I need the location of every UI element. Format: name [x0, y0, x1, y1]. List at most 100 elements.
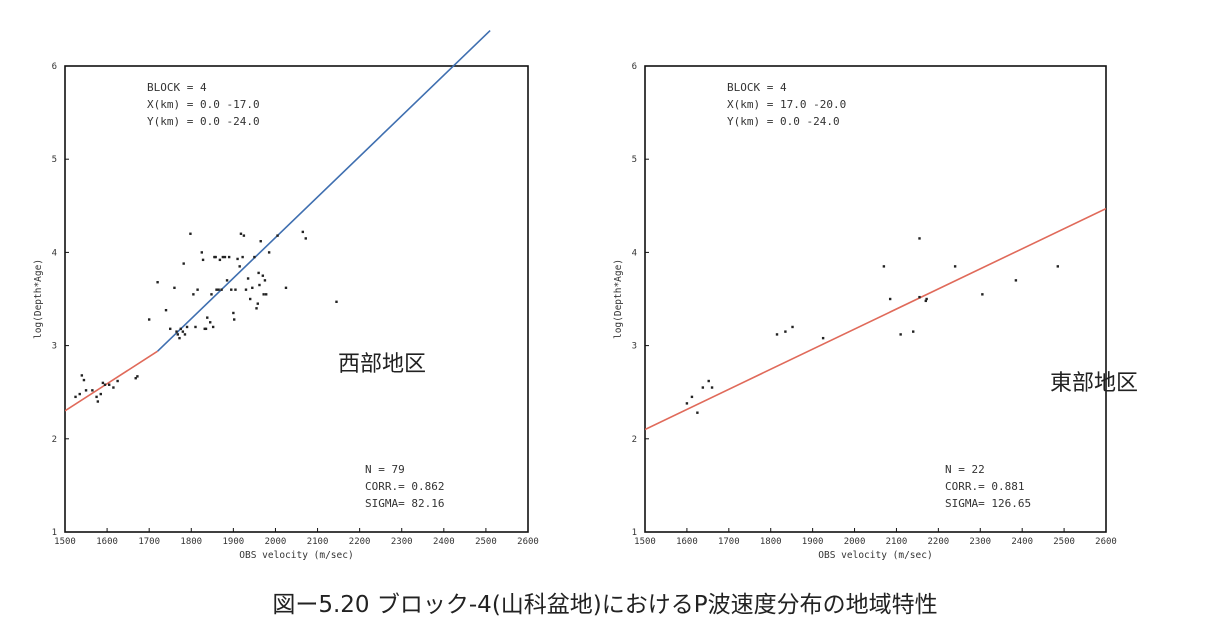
- data-point: [238, 265, 241, 268]
- x-tick-label: 2600: [1095, 537, 1117, 547]
- data-point: [103, 383, 107, 386]
- y-tick-label: 5: [52, 155, 57, 165]
- data-point: [791, 325, 794, 329]
- y-tick-label: 4: [632, 248, 637, 258]
- stats-line: CORR.= 0.862: [365, 480, 444, 493]
- info-line: BLOCK = 4: [147, 81, 207, 94]
- y-tick-label: 4: [52, 248, 57, 258]
- data-point: [96, 400, 100, 403]
- data-point: [179, 327, 182, 331]
- data-point: [178, 336, 181, 340]
- data-point: [912, 330, 915, 333]
- x-tick-label: 2100: [307, 537, 329, 547]
- x-tick-label: 2300: [969, 537, 991, 547]
- x-tick-label: 1600: [676, 537, 698, 547]
- x-tick-label: 2200: [928, 537, 950, 547]
- data-point: [918, 295, 921, 299]
- x-tick-label: 2500: [475, 537, 497, 547]
- data-point: [183, 333, 187, 336]
- x-axis-label: OBS velocity (m/sec): [818, 550, 932, 561]
- data-point: [82, 378, 86, 382]
- data-point: [218, 258, 222, 262]
- data-point: [918, 237, 921, 240]
- data-point: [134, 377, 137, 380]
- data-point: [91, 389, 94, 392]
- data-point: [236, 257, 239, 261]
- data-point: [182, 262, 185, 265]
- data-point: [258, 283, 261, 287]
- x-tick-label: 1700: [138, 537, 160, 547]
- data-point: [209, 321, 212, 324]
- data-point: [80, 374, 84, 377]
- data-point: [239, 232, 243, 235]
- data-point: [147, 318, 151, 321]
- chart-east: 1500 1600 1700 1800 1900 2000 2100 2200 2300 2400…: [613, 62, 1117, 561]
- data-point: [710, 386, 714, 389]
- y-tick-label: 1: [52, 528, 57, 538]
- data-point: [257, 271, 260, 275]
- data-point: [232, 311, 235, 315]
- data-point: [176, 333, 180, 336]
- x-tick-label: 2300: [391, 537, 413, 547]
- regression-line: [65, 350, 159, 412]
- data-point: [264, 293, 268, 296]
- data-point: [175, 330, 178, 333]
- data-point: [156, 281, 159, 284]
- data-point: [259, 240, 262, 243]
- data-point: [211, 325, 215, 329]
- data-point: [696, 411, 699, 414]
- data-point: [981, 293, 984, 296]
- data-point: [173, 286, 176, 290]
- data-point: [192, 293, 195, 296]
- data-point: [210, 293, 213, 296]
- region-label-west: 西部地区: [338, 352, 426, 377]
- x-tick-label: 2600: [517, 537, 539, 547]
- data-point: [225, 279, 229, 282]
- data-point: [196, 288, 199, 291]
- data-point: [220, 288, 223, 291]
- data-point: [107, 383, 111, 386]
- data-point: [335, 300, 338, 303]
- data-point: [256, 302, 259, 305]
- data-point: [84, 389, 88, 392]
- data-point: [253, 255, 256, 259]
- data-point: [267, 251, 271, 254]
- data-point: [227, 255, 231, 259]
- info-line: X(km) = 0.0 -17.0: [147, 98, 260, 111]
- data-point: [164, 308, 168, 312]
- y-tick-label: 6: [52, 62, 57, 72]
- x-tick-label: 1600: [96, 537, 118, 547]
- data-point: [101, 381, 105, 385]
- data-point: [251, 286, 254, 290]
- data-point: [95, 395, 98, 399]
- data-point: [112, 386, 115, 389]
- data-point: [261, 274, 265, 277]
- data-point: [821, 336, 825, 340]
- data-point: [276, 234, 279, 237]
- data-point: [116, 379, 119, 383]
- data-point: [99, 392, 102, 396]
- data-point: [784, 330, 787, 333]
- y-axis-label: log(Depth*Age): [33, 259, 44, 339]
- y-axis-label: log(Depth*Age): [613, 259, 624, 339]
- data-point: [169, 327, 172, 331]
- y-tick-label: 3: [52, 342, 57, 352]
- plot-frame: [644, 65, 1107, 533]
- x-tick-label: 2400: [1011, 537, 1033, 547]
- x-tick-label: 1800: [760, 537, 782, 547]
- stats-line: N = 79: [365, 463, 405, 476]
- data-point: [701, 386, 705, 389]
- x-tick-label: 1500: [634, 537, 656, 547]
- data-point: [221, 255, 225, 259]
- data-point: [685, 402, 689, 405]
- data-point: [74, 395, 77, 399]
- data-point: [223, 255, 227, 259]
- x-axis-label: OBS velocity (m/sec): [239, 550, 353, 561]
- data-point: [899, 333, 902, 336]
- data-point: [200, 251, 203, 254]
- data-point: [924, 299, 927, 303]
- x-tick-label: 1700: [718, 537, 740, 547]
- data-point: [242, 234, 246, 237]
- stats-line: SIGMA= 82.16: [365, 497, 444, 510]
- stats-line: CORR.= 0.881: [945, 480, 1024, 493]
